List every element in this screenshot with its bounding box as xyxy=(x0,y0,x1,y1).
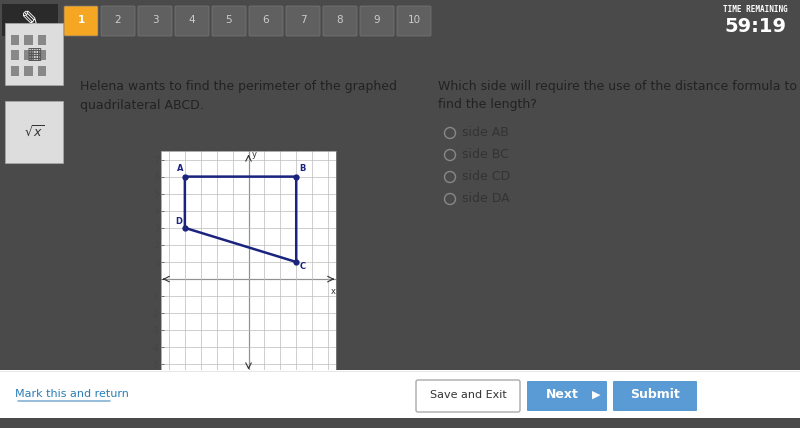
Text: 9: 9 xyxy=(374,15,380,25)
Bar xyxy=(25,66,33,76)
Text: 1: 1 xyxy=(78,15,85,25)
Bar xyxy=(38,51,46,60)
FancyBboxPatch shape xyxy=(286,6,320,36)
Text: x: x xyxy=(330,287,335,296)
Text: find the length?: find the length? xyxy=(438,98,537,111)
Text: side BC: side BC xyxy=(462,149,509,161)
Text: side AB: side AB xyxy=(462,127,509,140)
Bar xyxy=(38,35,46,45)
FancyBboxPatch shape xyxy=(397,6,431,36)
Text: 6: 6 xyxy=(262,15,270,25)
Text: 10: 10 xyxy=(407,15,421,25)
FancyBboxPatch shape xyxy=(138,6,172,36)
Text: D: D xyxy=(175,217,182,226)
FancyBboxPatch shape xyxy=(175,6,209,36)
Bar xyxy=(11,66,19,76)
Text: C: C xyxy=(299,262,306,271)
Text: A: A xyxy=(177,164,183,173)
FancyBboxPatch shape xyxy=(64,6,98,36)
Text: Next: Next xyxy=(546,389,578,401)
Text: 5: 5 xyxy=(226,15,232,25)
FancyBboxPatch shape xyxy=(613,381,697,411)
FancyBboxPatch shape xyxy=(101,6,135,36)
Bar xyxy=(25,51,33,60)
Text: ▶: ▶ xyxy=(592,390,600,400)
Text: ✎: ✎ xyxy=(21,10,39,30)
Text: Which side will require the use of the distance formula to: Which side will require the use of the d… xyxy=(438,80,797,93)
Text: 8: 8 xyxy=(337,15,343,25)
Text: 4: 4 xyxy=(189,15,195,25)
Bar xyxy=(38,66,46,76)
Text: 3: 3 xyxy=(152,15,158,25)
Bar xyxy=(11,51,19,60)
FancyBboxPatch shape xyxy=(249,6,283,36)
Text: Mark this and return: Mark this and return xyxy=(15,389,129,399)
Text: ▦: ▦ xyxy=(26,45,42,63)
Text: y: y xyxy=(251,150,256,159)
Bar xyxy=(11,35,19,45)
Text: 59:19: 59:19 xyxy=(724,18,786,36)
FancyBboxPatch shape xyxy=(2,4,58,36)
FancyBboxPatch shape xyxy=(6,23,62,85)
FancyBboxPatch shape xyxy=(323,6,357,36)
FancyBboxPatch shape xyxy=(6,101,62,163)
Text: side DA: side DA xyxy=(462,193,510,205)
FancyBboxPatch shape xyxy=(212,6,246,36)
Text: 7: 7 xyxy=(300,15,306,25)
Text: Save and Exit: Save and Exit xyxy=(430,390,506,400)
Bar xyxy=(25,35,33,45)
Text: B: B xyxy=(299,164,306,173)
FancyBboxPatch shape xyxy=(527,381,607,411)
Text: TIME REMAINING: TIME REMAINING xyxy=(722,6,787,15)
Text: 2: 2 xyxy=(114,15,122,25)
Text: $\sqrt{x}$: $\sqrt{x}$ xyxy=(24,125,44,140)
Text: side CD: side CD xyxy=(462,170,510,184)
FancyBboxPatch shape xyxy=(416,380,520,412)
FancyBboxPatch shape xyxy=(360,6,394,36)
Text: Helena wants to find the perimeter of the graphed
quadrilateral ABCD.: Helena wants to find the perimeter of th… xyxy=(80,80,397,112)
Text: Submit: Submit xyxy=(630,389,680,401)
Bar xyxy=(0,370,800,418)
